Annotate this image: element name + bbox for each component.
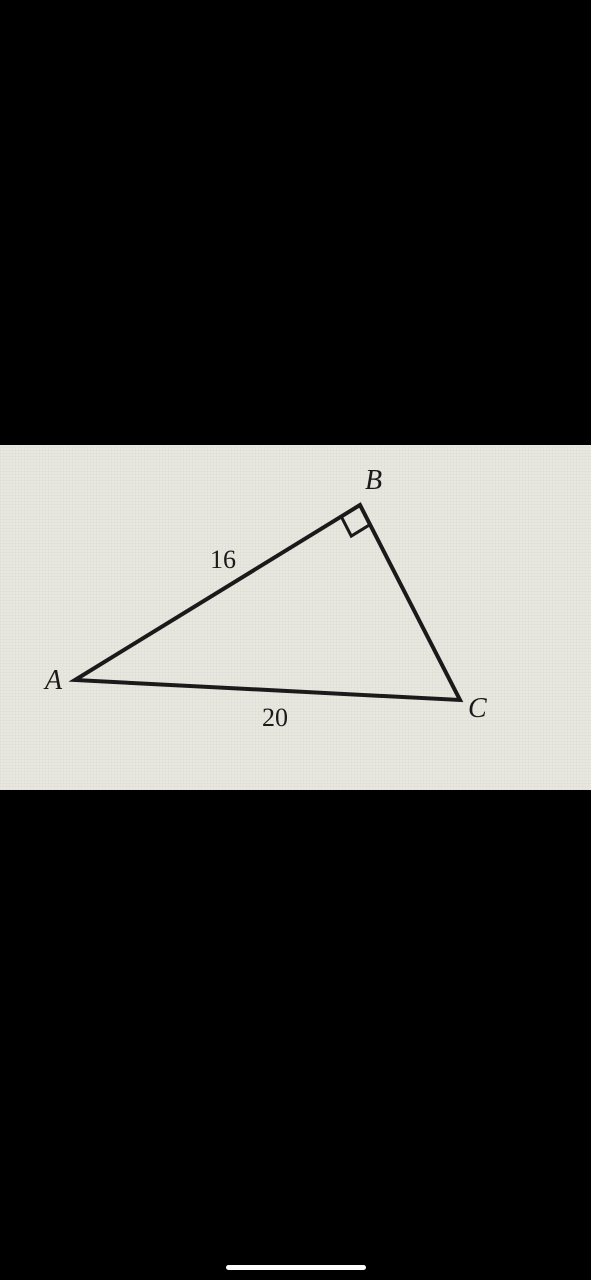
triangle-shape	[75, 505, 460, 700]
home-indicator[interactable]	[226, 1265, 366, 1270]
triangle-svg	[0, 445, 591, 790]
edge-label-ac: 20	[262, 703, 288, 733]
vertex-label-b: B	[365, 465, 382, 497]
diagram-panel: A B C 16 20	[0, 445, 591, 790]
vertex-label-a: A	[45, 665, 62, 697]
vertex-label-c: C	[468, 693, 487, 725]
edge-label-ab: 16	[210, 545, 236, 575]
